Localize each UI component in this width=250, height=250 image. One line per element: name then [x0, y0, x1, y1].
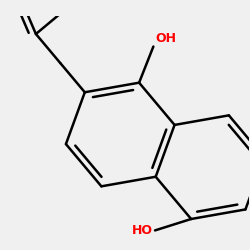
Text: OH: OH	[155, 32, 176, 45]
Text: HO: HO	[132, 224, 153, 237]
